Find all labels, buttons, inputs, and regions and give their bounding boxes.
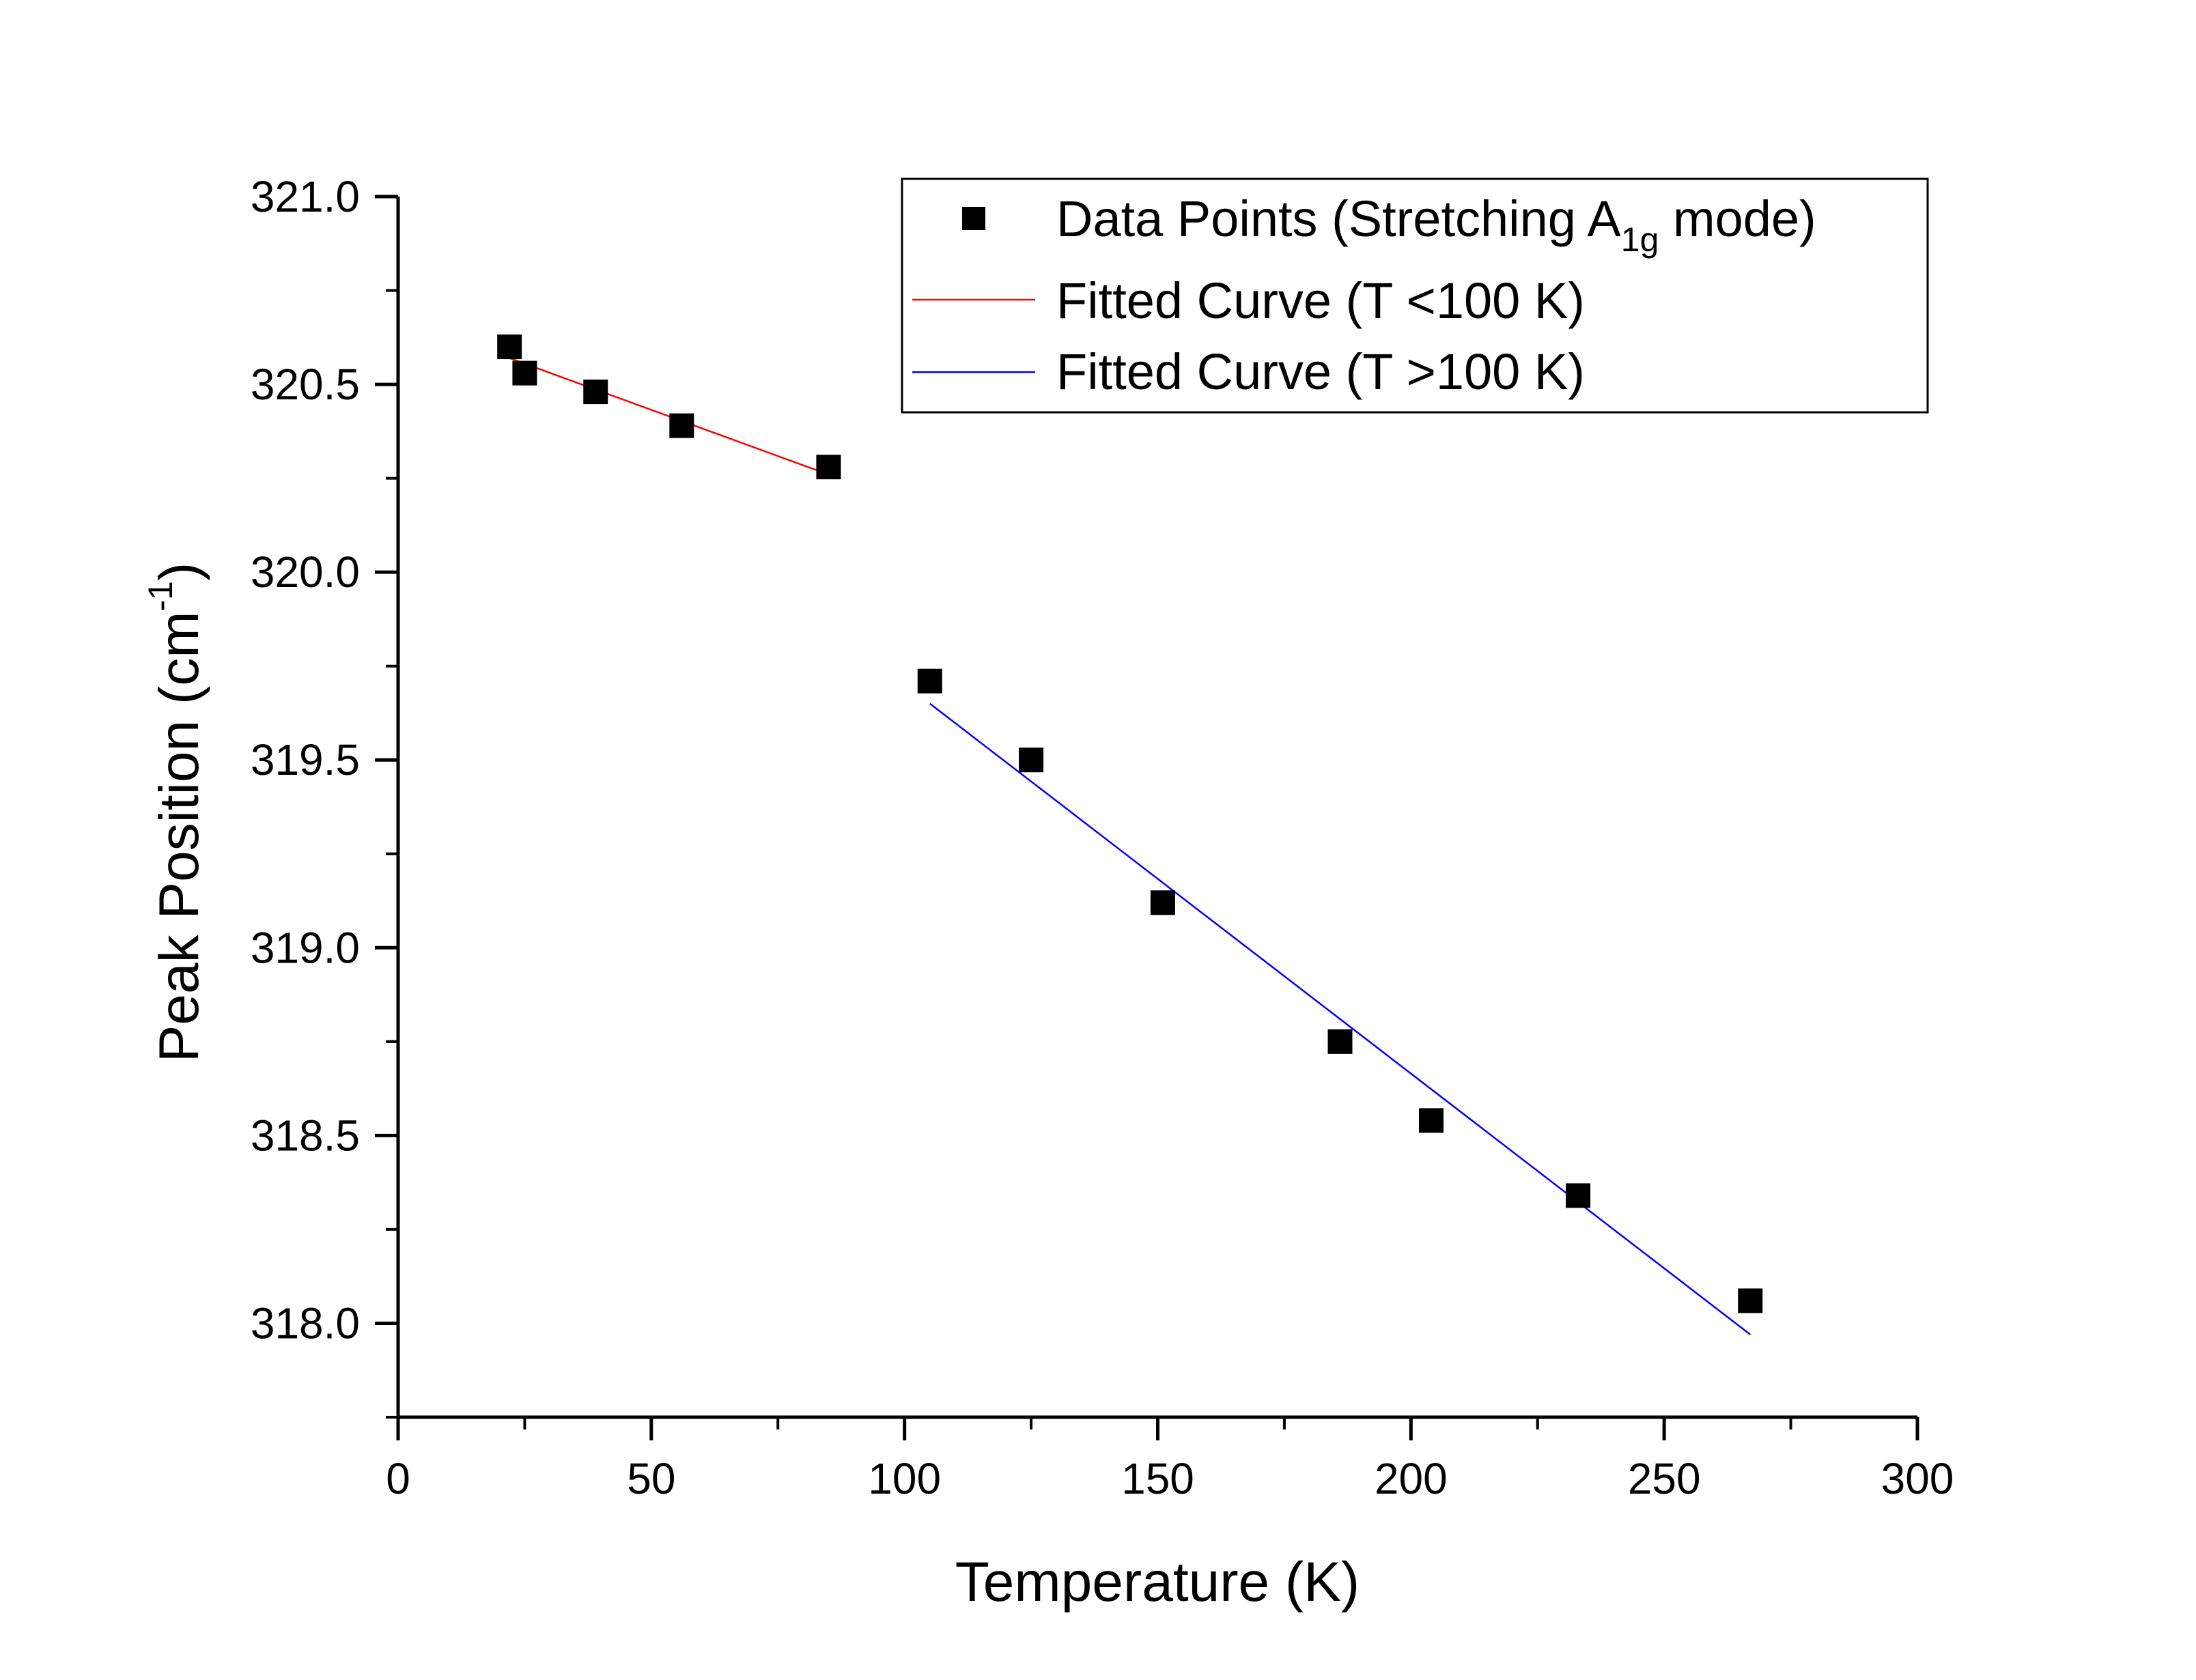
fit-line-high-temperature: [929, 702, 1751, 1335]
data-point-marker: [1019, 748, 1044, 773]
y-tick-label: 318.0: [251, 1298, 360, 1348]
data-point-marker: [1738, 1288, 1763, 1313]
x-tick-label: 100: [868, 1454, 941, 1503]
data-point-marker: [1566, 1183, 1591, 1208]
x-tick-label: 250: [1628, 1454, 1701, 1503]
y-tick-label: 321.0: [251, 172, 360, 221]
data-point-marker: [1327, 1029, 1353, 1054]
x-tick-label: 150: [1121, 1454, 1194, 1503]
x-tick-label: 200: [1375, 1454, 1448, 1503]
legend: Data Points (Stretching A1g mode) Fitted…: [901, 177, 1929, 414]
legend-marker-data-points: [962, 207, 985, 230]
x-tick-label: 50: [627, 1454, 675, 1503]
y-axis-title: Peak Position (cm-1): [141, 563, 210, 1063]
data-point-marker: [1419, 1108, 1444, 1133]
legend-label-data-points-subscript: 1g: [1621, 220, 1659, 259]
data-point-marker: [917, 668, 942, 694]
tick-labels: 0 50 100 150 200 250 300 318.0 318.5 319.0 319.5 32…: [251, 172, 1954, 1503]
legend-label-fit-high: Fitted Curve (T >100 K): [1056, 343, 1585, 400]
data-point-marker: [669, 413, 694, 438]
data-point-marker: [1150, 890, 1175, 915]
y-axis-title-main: Peak Position (cm: [148, 611, 210, 1062]
minor-ticks: [386, 289, 1792, 1429]
data-point-marker: [583, 380, 608, 405]
legend-label-data-points-main: Data Points (Stretching A: [1056, 190, 1621, 247]
data-markers: [497, 334, 1763, 1313]
fit-lines: [509, 357, 1751, 1335]
legend-label-data-points: Data Points (Stretching A1g mode): [1056, 190, 1816, 259]
y-axis-title-superscript: -1: [141, 581, 180, 611]
y-axis-title-close: ): [148, 563, 210, 581]
y-tick-label: 320.0: [251, 547, 360, 597]
major-ticks: [375, 195, 1919, 1440]
y-tick-label: 319.0: [251, 923, 360, 972]
x-tick-label: 0: [386, 1454, 410, 1503]
legend-box: [901, 177, 1929, 414]
legend-label-data-points-tail: mode): [1659, 190, 1816, 247]
data-point-marker: [497, 334, 522, 360]
y-tick-label: 319.5: [251, 735, 360, 784]
data-point-marker: [512, 360, 537, 386]
x-tick-label: 300: [1881, 1454, 1954, 1503]
data-point-marker: [816, 455, 841, 480]
y-tick-label: 318.5: [251, 1111, 360, 1160]
x-axis-title: Temperature (K): [955, 1551, 1360, 1613]
y-tick-label: 320.5: [251, 360, 360, 409]
fit-line-low-temperature: [509, 357, 829, 476]
legend-label-fit-low: Fitted Curve (T <100 K): [1056, 272, 1585, 329]
